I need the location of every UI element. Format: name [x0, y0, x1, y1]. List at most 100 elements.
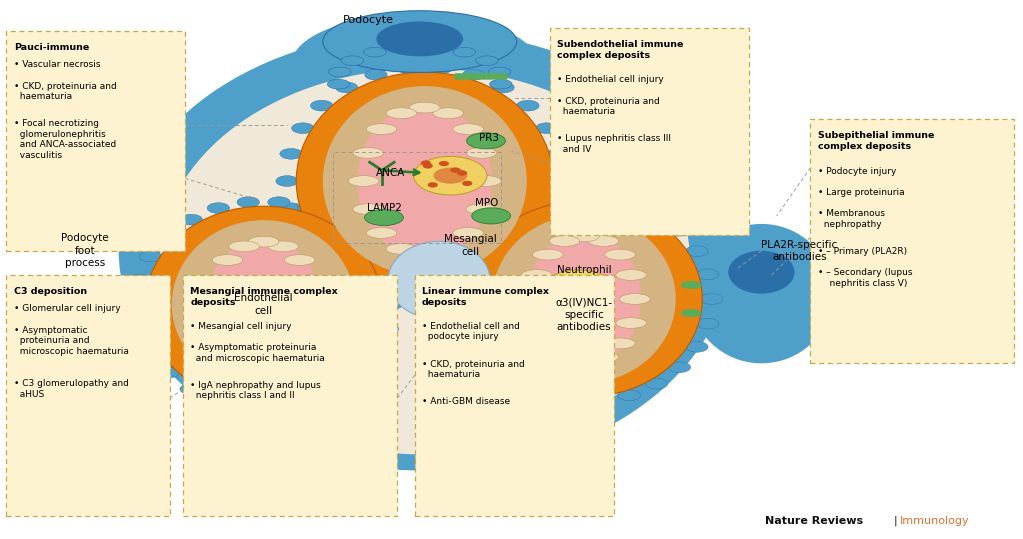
Ellipse shape — [323, 86, 527, 276]
Ellipse shape — [386, 244, 416, 254]
Ellipse shape — [157, 367, 179, 378]
Ellipse shape — [365, 251, 388, 262]
Circle shape — [562, 293, 570, 297]
Ellipse shape — [522, 317, 552, 328]
Text: Immunology: Immunology — [900, 516, 970, 526]
Ellipse shape — [348, 176, 379, 186]
Ellipse shape — [125, 299, 147, 310]
Ellipse shape — [425, 43, 447, 52]
Ellipse shape — [433, 244, 463, 254]
Text: • Anti-GBM disease: • Anti-GBM disease — [421, 397, 509, 406]
Ellipse shape — [681, 309, 702, 317]
Ellipse shape — [462, 282, 485, 293]
Ellipse shape — [500, 209, 523, 219]
Text: • Endothelial cell injury: • Endothelial cell injury — [558, 75, 664, 85]
Ellipse shape — [327, 79, 350, 89]
Ellipse shape — [547, 148, 570, 159]
Ellipse shape — [471, 176, 501, 186]
Ellipse shape — [478, 362, 499, 372]
Ellipse shape — [292, 123, 314, 134]
Ellipse shape — [325, 384, 347, 395]
Text: C3 deposition: C3 deposition — [13, 287, 87, 296]
Circle shape — [572, 291, 580, 295]
Ellipse shape — [569, 356, 599, 367]
Ellipse shape — [433, 108, 463, 119]
Circle shape — [428, 182, 438, 188]
Ellipse shape — [323, 11, 517, 72]
Ellipse shape — [229, 241, 260, 252]
Ellipse shape — [492, 269, 515, 280]
Text: |: | — [894, 515, 898, 526]
Text: Neutrophil: Neutrophil — [557, 265, 612, 274]
Ellipse shape — [488, 67, 510, 77]
Ellipse shape — [459, 342, 482, 352]
Text: • Endothelial cell and
  podocyte injury: • Endothelial cell and podocyte injury — [421, 322, 520, 341]
Ellipse shape — [478, 225, 499, 236]
Ellipse shape — [268, 241, 299, 252]
Ellipse shape — [517, 251, 539, 262]
Ellipse shape — [685, 342, 708, 352]
Ellipse shape — [376, 22, 463, 57]
Ellipse shape — [492, 82, 515, 93]
Ellipse shape — [336, 269, 358, 280]
Ellipse shape — [197, 299, 228, 310]
Text: Nature Reviews: Nature Reviews — [764, 516, 862, 526]
Ellipse shape — [466, 133, 505, 149]
Ellipse shape — [466, 148, 496, 158]
Circle shape — [567, 289, 575, 293]
Text: • Mesangial cell injury: • Mesangial cell injury — [190, 322, 292, 331]
Ellipse shape — [472, 208, 510, 224]
Text: Linear immune complex
deposits: Linear immune complex deposits — [421, 287, 548, 307]
Ellipse shape — [430, 63, 452, 73]
Ellipse shape — [646, 209, 668, 219]
Ellipse shape — [528, 197, 550, 208]
FancyBboxPatch shape — [810, 119, 1015, 363]
Text: Mesangial immune complex
deposits: Mesangial immune complex deposits — [190, 287, 338, 307]
Ellipse shape — [388, 241, 490, 319]
Ellipse shape — [397, 288, 419, 299]
Ellipse shape — [445, 294, 468, 305]
Ellipse shape — [518, 294, 548, 305]
Ellipse shape — [618, 197, 640, 208]
Ellipse shape — [296, 323, 326, 334]
Ellipse shape — [328, 67, 351, 77]
Circle shape — [567, 286, 575, 290]
Text: • Vascular necrosis: • Vascular necrosis — [13, 60, 100, 70]
Ellipse shape — [551, 176, 574, 186]
Text: • Membranous
  nephropathy: • Membranous nephropathy — [817, 210, 885, 229]
Ellipse shape — [353, 204, 384, 215]
FancyBboxPatch shape — [6, 31, 185, 251]
Ellipse shape — [700, 294, 722, 305]
Ellipse shape — [535, 229, 558, 239]
Ellipse shape — [180, 384, 203, 395]
Ellipse shape — [129, 323, 151, 334]
Ellipse shape — [605, 338, 635, 349]
Ellipse shape — [492, 215, 676, 383]
Ellipse shape — [365, 347, 388, 357]
Ellipse shape — [517, 100, 539, 111]
Ellipse shape — [310, 251, 332, 262]
Text: • – Secondary (lupus
    nephritis class V): • – Secondary (lupus nephritis class V) — [817, 268, 913, 288]
Ellipse shape — [547, 203, 570, 213]
Ellipse shape — [605, 249, 635, 260]
Circle shape — [439, 161, 449, 166]
Ellipse shape — [300, 299, 329, 310]
Ellipse shape — [207, 238, 321, 370]
Ellipse shape — [249, 362, 279, 372]
Ellipse shape — [549, 351, 580, 362]
Ellipse shape — [668, 362, 691, 372]
Ellipse shape — [292, 229, 314, 239]
Circle shape — [457, 170, 468, 176]
Ellipse shape — [353, 148, 384, 158]
Text: • Podocyte injury: • Podocyte injury — [817, 167, 896, 176]
Circle shape — [579, 294, 587, 298]
Ellipse shape — [229, 357, 260, 368]
Text: LAMP2: LAMP2 — [366, 203, 401, 213]
Text: • CKD, proteinuria and
  haematuria: • CKD, proteinuria and haematuria — [421, 360, 525, 379]
Text: Podocyte: Podocyte — [343, 15, 394, 25]
Ellipse shape — [212, 254, 242, 265]
Ellipse shape — [202, 275, 232, 286]
Ellipse shape — [366, 227, 397, 238]
Ellipse shape — [393, 43, 415, 52]
Ellipse shape — [280, 148, 302, 159]
